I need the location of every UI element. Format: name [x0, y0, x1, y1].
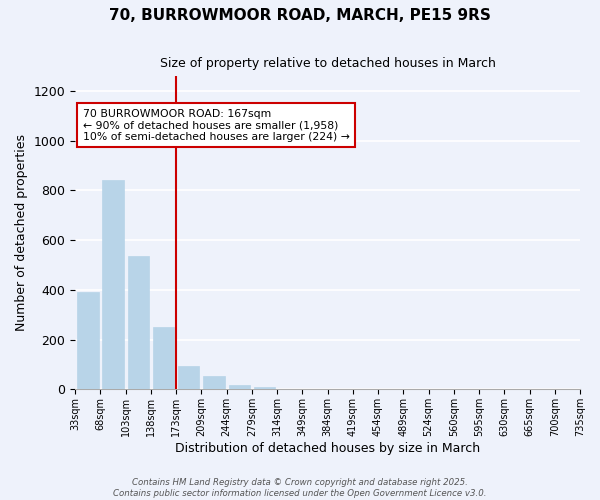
Bar: [128, 256, 149, 390]
Bar: [102, 180, 124, 390]
Y-axis label: Number of detached properties: Number of detached properties: [15, 134, 28, 331]
Bar: [77, 292, 98, 390]
Text: 70, BURROWMOOR ROAD, MARCH, PE15 9RS: 70, BURROWMOOR ROAD, MARCH, PE15 9RS: [109, 8, 491, 22]
Text: Contains HM Land Registry data © Crown copyright and database right 2025.
Contai: Contains HM Land Registry data © Crown c…: [113, 478, 487, 498]
Text: 70 BURROWMOOR ROAD: 167sqm
← 90% of detached houses are smaller (1,958)
10% of s: 70 BURROWMOOR ROAD: 167sqm ← 90% of deta…: [83, 109, 350, 142]
X-axis label: Distribution of detached houses by size in March: Distribution of detached houses by size …: [175, 442, 480, 455]
Bar: [279, 388, 301, 390]
Bar: [178, 366, 199, 390]
Bar: [254, 388, 275, 390]
Bar: [229, 385, 250, 390]
Bar: [153, 327, 174, 390]
Title: Size of property relative to detached houses in March: Size of property relative to detached ho…: [160, 58, 496, 70]
Bar: [203, 376, 225, 390]
